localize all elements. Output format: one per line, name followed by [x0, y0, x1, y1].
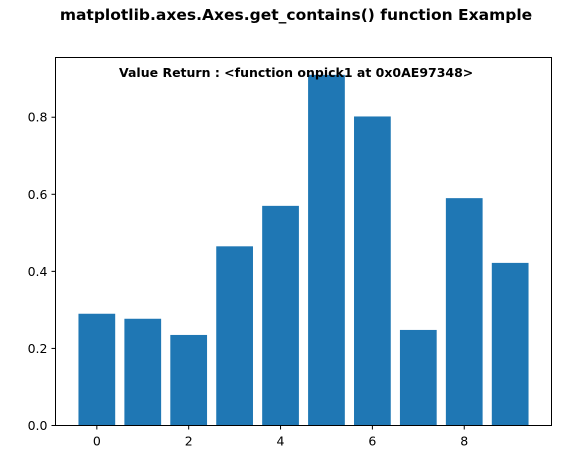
y-tick-label: 0.2: [28, 341, 48, 356]
y-tick-label: 0.6: [28, 187, 48, 202]
axes: 0 2 4 6 8 0.0 0.2 0.4 0.6 0.8 Value Return : <fu…: [28, 57, 552, 449]
bar-3: [216, 246, 253, 426]
bar-9: [491, 262, 529, 426]
x-tick-label: 8: [460, 434, 468, 449]
chart-annotation: Value Return : <function onpick1 at 0x0A…: [119, 65, 473, 80]
bar-7: [399, 329, 437, 426]
bar-0: [78, 313, 116, 426]
bar-5: [308, 74, 345, 426]
bar-4: [262, 205, 299, 426]
bar-8: [445, 198, 483, 426]
x-tick-label: 6: [368, 434, 376, 449]
y-tick-label: 0.0: [28, 418, 48, 433]
x-axis: 0 2 4 6 8: [93, 425, 468, 449]
y-tick-label: 0.8: [28, 110, 48, 125]
x-tick-label: 2: [185, 434, 193, 449]
bar-2: [170, 334, 208, 426]
y-axis: 0.0 0.2 0.4 0.6 0.8: [28, 110, 56, 433]
figure-suptitle: matplotlib.axes.Axes.get_contains() func…: [60, 6, 532, 24]
bar-1: [124, 318, 162, 426]
x-tick-label: 4: [277, 434, 285, 449]
x-tick-label: 0: [93, 434, 101, 449]
bar-6: [354, 116, 391, 426]
axes-frame: [55, 57, 552, 426]
y-tick-label: 0.4: [28, 264, 48, 279]
bar-series: [78, 74, 529, 426]
